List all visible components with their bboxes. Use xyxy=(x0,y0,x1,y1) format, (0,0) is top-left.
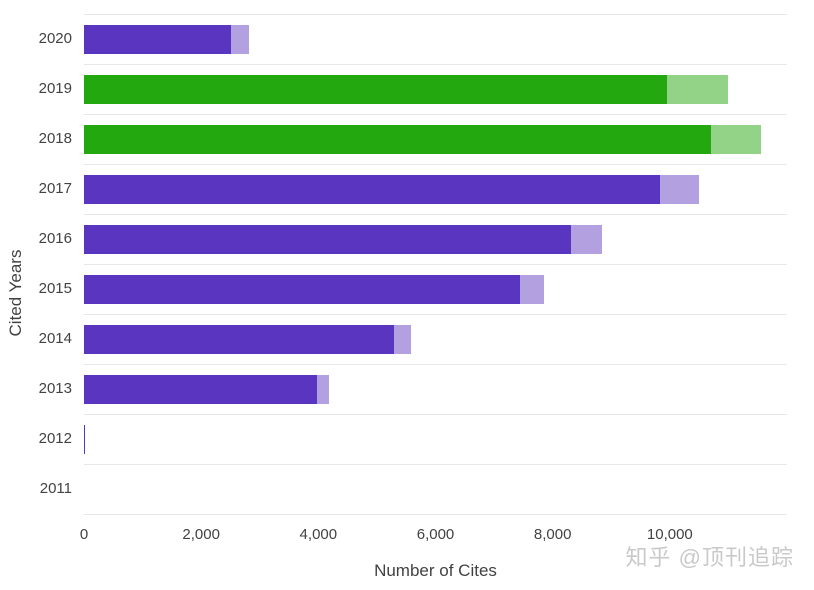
bar-row-2013 xyxy=(84,365,787,415)
bar-segment-extension xyxy=(667,75,728,104)
watermark-text: 知乎 @顶刊追踪 xyxy=(625,545,794,570)
bar-row-2011 xyxy=(84,465,787,515)
bar-row-2016 xyxy=(84,215,787,265)
bar-segment-extension xyxy=(520,275,544,304)
y-tick-label-2014: 2014 xyxy=(38,330,72,347)
x-tick-label-6000: 6,000 xyxy=(416,526,455,543)
stacked-bar-2013 xyxy=(84,375,330,404)
y-tick-label-2016: 2016 xyxy=(38,230,72,247)
y-tick-label-2015: 2015 xyxy=(38,280,72,297)
stacked-bar-2014 xyxy=(84,325,412,354)
bar-segment-main xyxy=(84,175,660,204)
x-axis-tick-labels: 0 2,000 4,000 6,000 8,000 10,000 xyxy=(80,526,787,544)
y-tick-label-2013: 2013 xyxy=(38,380,72,397)
x-tick-label-0: 0 xyxy=(79,526,89,543)
x-tick-label-4000: 4,000 xyxy=(299,526,338,543)
bar-row-2014 xyxy=(84,315,787,365)
bar-segment-main xyxy=(84,375,318,404)
x-tick-label-2000: 2,000 xyxy=(182,526,220,543)
bar-row-2018 xyxy=(84,115,787,165)
x-tick-label-8000: 8,000 xyxy=(533,526,572,543)
bar-row-2012 xyxy=(84,415,787,465)
bar-segment-extension xyxy=(231,25,249,54)
stacked-bar-2018 xyxy=(84,125,762,154)
plot-area xyxy=(84,14,787,515)
bar-row-2015 xyxy=(84,265,787,315)
bar-segment-main xyxy=(84,225,571,254)
bar-segment-main xyxy=(84,125,712,154)
bar-segment-extension xyxy=(659,175,699,204)
bar-row-2019 xyxy=(84,65,787,115)
stacked-bar-2015 xyxy=(84,275,544,304)
x-axis-title: Number of Cites xyxy=(374,561,497,580)
bar-segment-main xyxy=(84,275,521,304)
bar-segment-main xyxy=(84,325,395,354)
bar-segment-extension xyxy=(394,325,412,354)
y-tick-label-2019: 2019 xyxy=(38,80,72,97)
stacked-bar-2020 xyxy=(84,25,249,54)
x-tick-label-10000: 10,000 xyxy=(646,526,693,543)
y-tick-label-2018: 2018 xyxy=(38,130,72,147)
y-tick-label-2012: 2012 xyxy=(38,430,72,447)
bar-segment-main xyxy=(84,25,232,54)
stacked-bar-2017 xyxy=(84,175,699,204)
bar-segment-extension xyxy=(570,225,602,254)
stacked-bar-2016 xyxy=(84,225,602,254)
stacked-bar-2012 xyxy=(84,425,85,454)
bar-row-2017 xyxy=(84,165,787,215)
y-axis-tick-labels: 2020 2019 2018 2017 2016 2015 2014 2013 2012 2011 xyxy=(0,14,72,514)
stacked-bar-2019 xyxy=(84,75,728,104)
bar-segment-main xyxy=(84,75,668,104)
y-tick-label-2020: 2020 xyxy=(38,30,72,47)
bar-segment-extension xyxy=(711,125,762,154)
y-tick-label-2011: 2011 xyxy=(39,480,72,497)
bar-row-2020 xyxy=(84,15,787,65)
bar-segment-main xyxy=(84,425,85,454)
bar-segment-extension xyxy=(317,375,330,404)
y-tick-label-2017: 2017 xyxy=(38,180,72,197)
